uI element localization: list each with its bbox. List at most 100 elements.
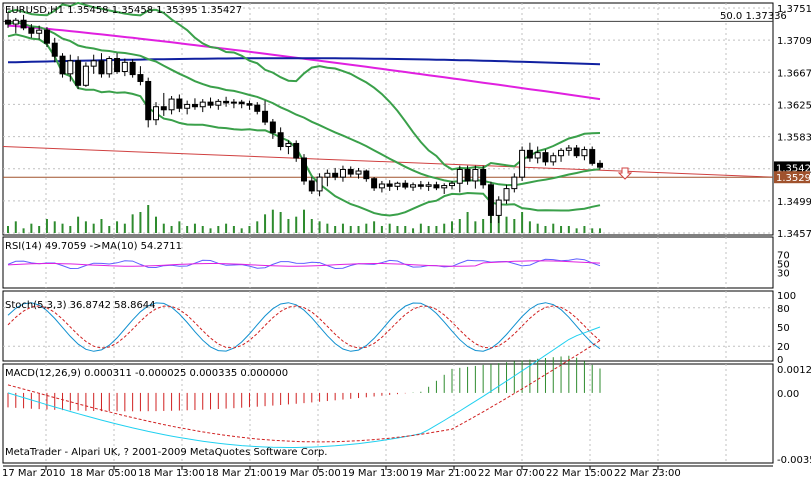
x-tick-label: 17 Mar 2010 [2, 468, 65, 479]
stoch-ytick-label: 100 [777, 291, 796, 302]
bollinger-upper [7, 1, 601, 171]
candle-body [394, 182, 401, 187]
candle-body [449, 182, 455, 187]
candle-body [441, 185, 448, 189]
candle-body [573, 147, 580, 157]
candle-body [199, 101, 206, 108]
x-tick-label: 18 Mar 21:00 [206, 468, 273, 479]
rsi-line [7, 258, 601, 270]
candle-body [332, 172, 339, 178]
candle-body [230, 101, 237, 104]
candle-body [464, 168, 471, 182]
candle-body [534, 152, 541, 159]
candle-body [526, 149, 533, 159]
x-tick-label: 19 Mar 21:00 [410, 468, 477, 479]
candle-body [36, 29, 43, 34]
candle-body [355, 170, 362, 175]
candle-body [184, 103, 191, 109]
stoch-ytick-label: 80 [777, 304, 790, 315]
candle-body [363, 170, 370, 180]
candle-body [550, 155, 557, 163]
candle-body [223, 100, 230, 104]
candle-body [581, 149, 588, 157]
candle-body [90, 60, 97, 67]
candle-body [402, 182, 409, 188]
x-tick-label: 22 Mar 15:00 [546, 468, 613, 479]
candle-body [215, 100, 222, 106]
candle-body [433, 184, 440, 189]
pane-frame-rsi [2, 236, 774, 289]
candle-body [191, 103, 198, 108]
pane-frame-stoch [2, 290, 774, 362]
candle-body [137, 74, 144, 82]
candle-body [75, 60, 82, 86]
stoch-ytick-label: 20 [777, 342, 790, 353]
pane-frame-macd [2, 363, 774, 464]
x-tick-label: 19 Mar 13:00 [342, 468, 409, 479]
x-tick-label: 18 Mar 05:00 [70, 468, 137, 479]
rsi-ma-line [7, 260, 601, 267]
candle-body [316, 176, 323, 192]
candle-body [121, 61, 128, 73]
main-ytick-label: 1.34990 [777, 197, 811, 208]
candle-body [43, 29, 50, 44]
stoch-ytick-label: 50 [777, 323, 790, 334]
candle-body [168, 98, 175, 111]
candle-body [371, 178, 378, 189]
candle-body [207, 101, 214, 106]
candle-body [456, 168, 463, 184]
candle-body [246, 103, 253, 106]
ma-blue-line [7, 57, 601, 66]
candle-body [262, 110, 269, 123]
trend-line [2, 146, 774, 178]
ask-label: 1.35299 [776, 173, 811, 184]
candle-body [67, 60, 74, 75]
candle-body [293, 142, 300, 159]
candle-body [238, 101, 245, 105]
candle-body [153, 106, 159, 121]
rsi-ytick-label: 30 [777, 269, 790, 280]
arrow-marker [617, 167, 633, 180]
candle-body [425, 184, 432, 187]
candle-body [145, 80, 152, 121]
candle-body [597, 162, 603, 168]
main-title: EURUSD,H1 1.35458 1.35458 1.35395 1.3542… [5, 5, 242, 16]
stoch-signal-line [7, 305, 601, 349]
candle-body [5, 19, 11, 25]
candle-body [339, 168, 346, 178]
candle-body [472, 168, 479, 182]
candle-body [277, 132, 284, 148]
candle-body [59, 55, 66, 75]
candle-body [565, 147, 572, 151]
rsi-ytick-label: 70 [777, 251, 790, 262]
main-ytick-label: 1.35830 [777, 133, 811, 144]
candle-body [347, 168, 354, 175]
candle-body [269, 121, 276, 134]
macd-label: MACD(12,26,9) 0.000311 -0.000025 0.00033… [5, 368, 288, 379]
main-ytick-label: 1.36670 [777, 68, 811, 79]
candle-body [511, 176, 518, 190]
main-ytick-label: 1.36250 [777, 100, 811, 111]
candle-body [324, 172, 331, 178]
candle-body [487, 184, 494, 216]
macd-ytick-label: 0.00 [777, 389, 799, 400]
candle-body [98, 60, 105, 75]
stoch-ytick-label: 0 [777, 355, 783, 366]
candle-body [20, 19, 27, 29]
copyright-text: MetaTrader - Alpari UK, ? 2001-2009 Meta… [5, 447, 327, 458]
main-ytick-label: 1.34570 [777, 229, 811, 240]
price-label-box [774, 161, 810, 174]
macd-signal-line [7, 340, 601, 443]
main-ytick-label: 1.37510 [777, 4, 811, 15]
candle-body [589, 149, 596, 164]
candle-body [503, 188, 510, 201]
candle-body [82, 65, 89, 86]
candle-body [176, 98, 183, 109]
candle-body [285, 142, 292, 148]
macd-ytick-label: 0.00127 [777, 365, 811, 376]
candle-body [410, 184, 417, 188]
candle-body [301, 157, 307, 182]
candle-body [106, 58, 113, 75]
candle-body [558, 149, 565, 157]
